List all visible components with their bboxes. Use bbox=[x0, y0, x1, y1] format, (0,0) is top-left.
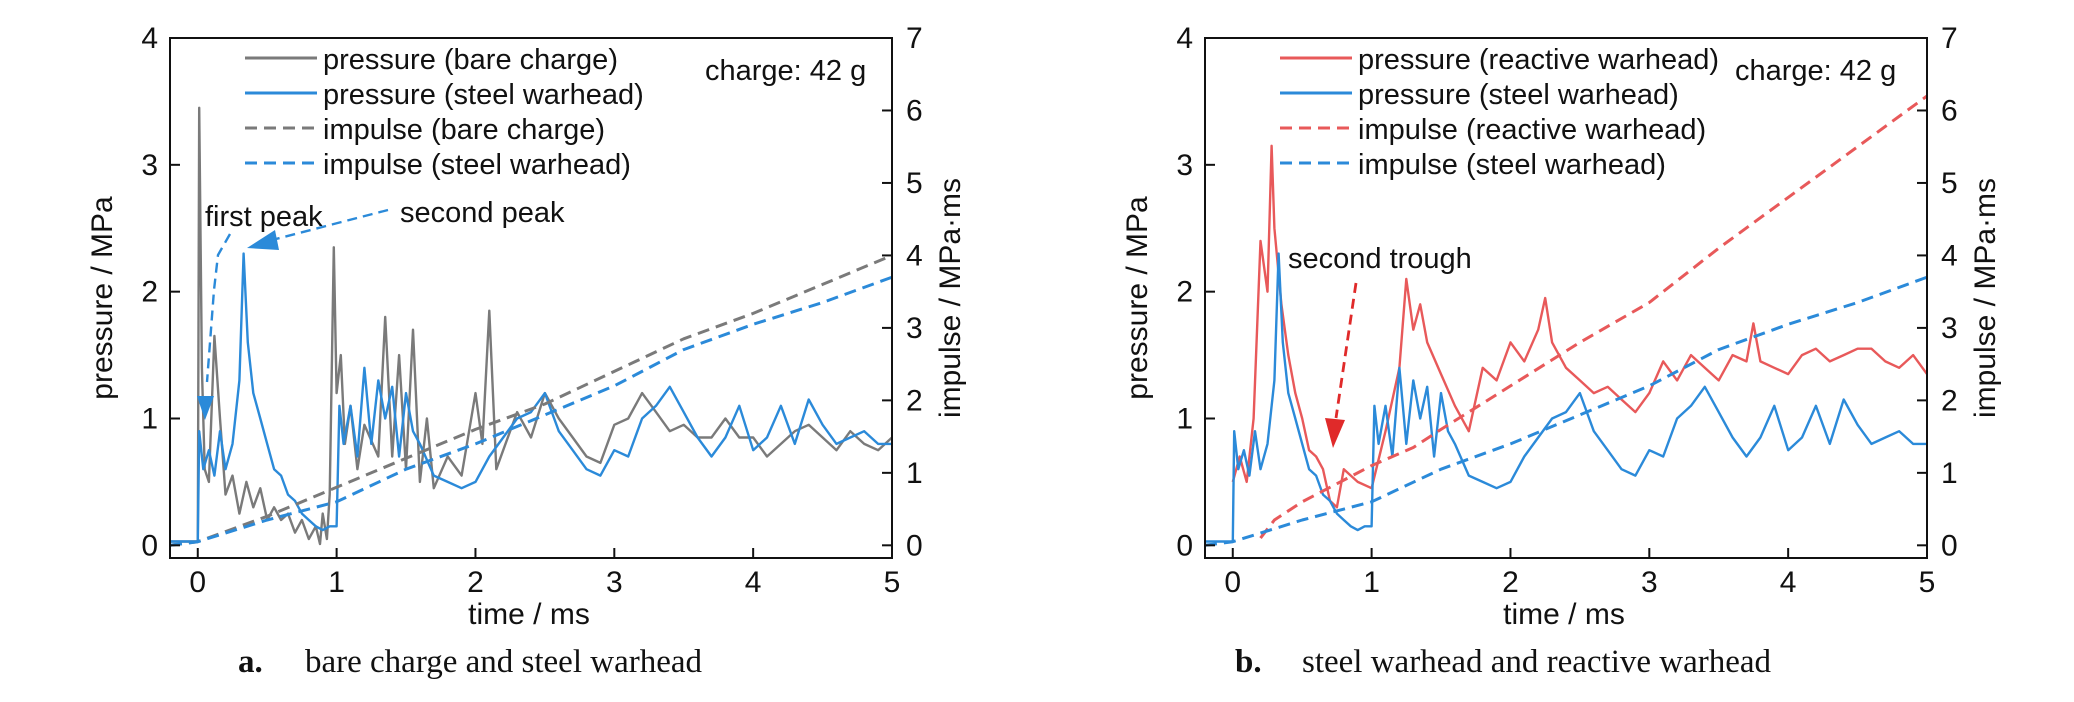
x-tick-label: 0 bbox=[189, 566, 206, 599]
series-line-2 bbox=[1205, 252, 1927, 543]
y2-tick-label: 2 bbox=[1941, 384, 1958, 417]
series-line-3 bbox=[169, 254, 893, 547]
y-tick-label: 3 bbox=[141, 149, 158, 182]
y-tick-label: 4 bbox=[141, 22, 158, 55]
y2-tick-label: 3 bbox=[906, 312, 923, 345]
legend-entry-2: pressure (steel warhead) bbox=[323, 79, 644, 111]
series-line-1 bbox=[1231, 144, 1928, 509]
annotation-second-trough: second trough bbox=[1288, 243, 1472, 275]
annotation-first-peak: first peak bbox=[205, 201, 323, 233]
x-tick-label: 4 bbox=[1780, 566, 1797, 599]
y2-axis-label: impulse / MPa·ms bbox=[1969, 178, 2002, 418]
legend-entry-1: pressure (bare charge) bbox=[323, 44, 618, 76]
series-line-3 bbox=[1259, 94, 1928, 540]
legend-entry-2: pressure (steel warhead) bbox=[1358, 79, 1679, 111]
legend-entry-3: impulse (bare charge) bbox=[323, 114, 605, 146]
y2-tick-label: 0 bbox=[906, 529, 923, 562]
legend-entry-4: impulse (steel warhead) bbox=[323, 149, 631, 181]
plot-frame bbox=[1204, 37, 1928, 559]
y-tick-label: 4 bbox=[1176, 22, 1193, 55]
panel-caption: bare charge and steel warhead bbox=[305, 644, 702, 680]
x-tick-label: 1 bbox=[328, 566, 345, 599]
x-axis-label: time / ms bbox=[1503, 598, 1625, 631]
x-tick-label: 0 bbox=[1224, 566, 1241, 599]
y-tick-label: 1 bbox=[1176, 402, 1193, 435]
y2-tick-label: 2 bbox=[906, 384, 923, 417]
plot-frame bbox=[169, 37, 893, 559]
y-tick-label: 2 bbox=[1176, 276, 1193, 309]
y2-tick-label: 5 bbox=[906, 167, 923, 200]
x-axis-label: time / ms bbox=[468, 598, 590, 631]
x-tick-label: 5 bbox=[1919, 566, 1936, 599]
y2-tick-label: 4 bbox=[906, 239, 923, 272]
legend-entry-4: impulse (steel warhead) bbox=[1358, 149, 1666, 181]
y-tick-label: 2 bbox=[141, 276, 158, 309]
y2-tick-label: 6 bbox=[1941, 94, 1958, 127]
series-line-4 bbox=[1204, 275, 1928, 547]
x-tick-label: 2 bbox=[467, 566, 484, 599]
legend-entry-3: impulse (reactive warhead) bbox=[1358, 114, 1706, 146]
x-tick-label: 1 bbox=[1363, 566, 1380, 599]
series-line-1 bbox=[170, 106, 893, 546]
y2-tick-label: 5 bbox=[1941, 167, 1958, 200]
series-line-2 bbox=[170, 252, 892, 543]
y2-tick-label: 3 bbox=[1941, 312, 1958, 345]
second-trough-arrow-line bbox=[1334, 282, 1358, 419]
legend-entry-1: pressure (reactive warhead) bbox=[1358, 44, 1719, 76]
annotation-second-peak: second peak bbox=[400, 197, 565, 229]
series-line-4 bbox=[169, 275, 893, 547]
y-tick-label: 1 bbox=[141, 402, 158, 435]
y2-tick-label: 7 bbox=[906, 22, 923, 55]
y-tick-label: 0 bbox=[1176, 529, 1193, 562]
second-peak-arrow-line bbox=[271, 208, 389, 242]
first-peak-arrowhead bbox=[197, 396, 214, 420]
first-peak-arrow-line bbox=[205, 233, 232, 383]
y-tick-label: 3 bbox=[1176, 149, 1193, 182]
y2-tick-label: 0 bbox=[1941, 529, 1958, 562]
panel-label: a. bbox=[238, 644, 263, 680]
y-tick-label: 0 bbox=[141, 529, 158, 562]
x-tick-label: 4 bbox=[745, 566, 762, 599]
x-tick-label: 2 bbox=[1502, 566, 1519, 599]
x-tick-label: 5 bbox=[884, 566, 901, 599]
y2-tick-label: 4 bbox=[1941, 239, 1958, 272]
second-peak-arrowhead bbox=[247, 230, 279, 250]
x-tick-label: 3 bbox=[606, 566, 623, 599]
panel-label: b. bbox=[1235, 644, 1262, 680]
y2-tick-label: 1 bbox=[906, 457, 923, 490]
y-axis-label: pressure / MPa bbox=[1121, 196, 1154, 400]
y-axis-label: pressure / MPa bbox=[86, 196, 119, 400]
second-trough-arrowhead bbox=[1325, 418, 1345, 448]
charge-annotation: charge: 42 g bbox=[705, 55, 866, 87]
y2-tick-label: 6 bbox=[906, 94, 923, 127]
y2-tick-label: 7 bbox=[1941, 22, 1958, 55]
charge-annotation: charge: 42 g bbox=[1735, 55, 1896, 87]
panel-caption: steel warhead and reactive warhead bbox=[1302, 644, 1772, 680]
y2-axis-label: impulse / MPa·ms bbox=[934, 178, 967, 418]
y2-tick-label: 1 bbox=[1941, 457, 1958, 490]
x-tick-label: 3 bbox=[1641, 566, 1658, 599]
